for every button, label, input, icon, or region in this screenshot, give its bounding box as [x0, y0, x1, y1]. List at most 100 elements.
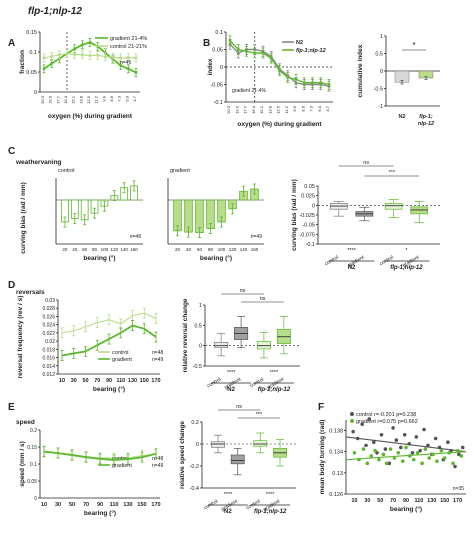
panel-b-point	[236, 48, 240, 51]
panel-b-y-tick-label: -0.1	[214, 100, 223, 106]
panel-b-legend-label: N2	[296, 40, 303, 46]
panel-f-point	[388, 447, 393, 451]
panel-e2-box	[230, 454, 245, 465]
panel-e2-y-tick-label: -0.4	[190, 486, 199, 492]
panel-b-point	[253, 51, 257, 55]
panel-e2-strain-label: flp-1;nlp-12	[254, 509, 287, 515]
panel-a-x-tick-label: 6.0	[124, 95, 129, 101]
panel-a-y-tick-label: 0	[34, 90, 37, 96]
panel-f-point	[384, 461, 389, 466]
panel-d-x-tick-label: 90	[106, 378, 112, 384]
panel-a-x-tick-label: 7.3	[117, 95, 122, 101]
panel-f-point	[435, 459, 439, 464]
panel-a-x-tick-label: 4.7	[132, 95, 137, 101]
panel-a-x-tick-label: 8.6	[109, 95, 114, 101]
panel-f-point	[439, 448, 444, 453]
panel-b-x-tick-label: 17.7	[243, 105, 248, 114]
panel-f-point	[361, 447, 366, 451]
panel-a-x-tick-label: 19.0	[48, 95, 53, 104]
panel-d2-strain-label: N2	[227, 387, 235, 393]
panel-d-y-tick-label: 0.022	[42, 331, 55, 337]
panel-a-legend-label: control 21-21%	[110, 44, 147, 50]
panel-b-y-tick-label: 0	[220, 65, 223, 71]
panel-d-series-line	[61, 312, 157, 334]
panel-d-annotation: n=48	[152, 350, 163, 356]
panel-e-y-tick-label: 0.05	[27, 479, 37, 485]
panel-d-y-tick-label: 0.03	[45, 298, 55, 304]
panel-f-point	[371, 440, 376, 445]
panel-d2-significance: ns	[260, 296, 266, 302]
panel-b-point	[245, 49, 248, 53]
panel-b2-significance: *	[412, 41, 415, 50]
panel-f-point	[400, 459, 405, 464]
panel-f-y-label: mean body turning (rad)	[319, 420, 326, 495]
panel-b-x-tick-label: 13.8	[267, 105, 272, 114]
panel-f-point	[391, 426, 395, 430]
panel-a-x-tick-label: 17.7	[55, 95, 60, 104]
panel-f-y-tick-label: 0.13	[332, 471, 343, 477]
panel-b2-category-label: flp-1;	[419, 114, 433, 120]
panel-f-point	[415, 450, 420, 455]
panel-c2-y-tick-label: -0.05	[302, 223, 315, 229]
panel-f-point	[451, 461, 455, 466]
panel-e-y-label: speed (mm / s)	[19, 441, 26, 487]
panel-a-point	[50, 62, 53, 65]
panel-f-point	[369, 454, 374, 458]
panel-c-x-tick-label: 140	[240, 247, 248, 252]
panel-c-x-tick-label: 60	[197, 247, 203, 252]
panel-a-y-tick-label: 0.05	[26, 70, 37, 76]
panel-c-x-tick-label: 120	[229, 247, 237, 252]
panel-a-x-tick-label: 15.1	[71, 95, 76, 104]
panel-b-y-tick-label: -0.05	[210, 83, 223, 89]
panel-d-y-label: reversal frequency (rev / s)	[17, 296, 24, 379]
panel-a-point	[88, 41, 92, 44]
panel-b-point	[228, 39, 232, 43]
panel-f-point	[410, 450, 415, 455]
panel-b-y-tick-label: 0.05	[212, 48, 223, 54]
panel-d2-y-tick-label: -0.5	[193, 364, 202, 370]
panel-b-point	[261, 51, 265, 55]
panel-b2-category-label: N2	[398, 114, 405, 120]
panel-f-point	[360, 422, 364, 427]
panel-a-point	[127, 56, 130, 59]
panel-a-legend-label: gradient 21-4%	[110, 36, 147, 42]
panel-b-x-tick-label: 20.3	[226, 105, 231, 114]
panel-f-point	[457, 452, 461, 457]
panel-b-x-tick-label: 16.4	[251, 105, 256, 114]
panel-e-x-tick-label: 170	[151, 502, 160, 508]
panel-a-point	[104, 55, 107, 59]
panel-c-x-tick-label: 40	[186, 247, 192, 252]
panel-f-point	[351, 429, 355, 434]
panel-e2-significance: ****	[266, 492, 275, 498]
panel-e-x-tick-label: 90	[97, 502, 103, 508]
panel-f-trend-line	[345, 451, 467, 461]
panel-a-x-tick-label: 16.4	[63, 95, 68, 104]
panel-e-y-tick-label: 0.1	[30, 462, 37, 468]
panel-letter-E: E	[8, 402, 15, 413]
panel-a-point	[96, 53, 99, 57]
panel-a-point	[65, 52, 69, 55]
panel-f-point	[387, 461, 392, 466]
panel-a-point	[42, 67, 46, 71]
panel-a-point	[119, 64, 122, 67]
panel-f-x-label: bearing (°)	[390, 505, 422, 513]
panel-d2-box	[214, 342, 229, 349]
panel-a-y-tick-label: 0.1	[29, 50, 37, 56]
panel-f-point	[422, 427, 426, 432]
panel-a-point	[73, 47, 76, 51]
panel-c2-strain-label: N2	[348, 265, 356, 271]
panel-a-x-tick-label: 9.9	[101, 95, 106, 101]
panel-f-point	[373, 448, 377, 453]
panel-c-x-tick-label: 100	[218, 247, 226, 252]
panel-b-point	[319, 81, 323, 85]
panel-c-header: weathervaning	[15, 159, 62, 166]
panel-e2-y-tick-label: 0.2	[191, 420, 199, 426]
panel-b-point	[302, 81, 306, 85]
panel-f-point	[426, 443, 430, 448]
panel-b-y-tick-label: 0.1	[215, 30, 223, 36]
panel-f-point	[460, 445, 465, 450]
panel-c-annotation: n=49	[251, 234, 262, 240]
panel-f-point	[404, 445, 408, 450]
panel-c2-y-label: curving bias (rad / mm)	[291, 179, 298, 251]
